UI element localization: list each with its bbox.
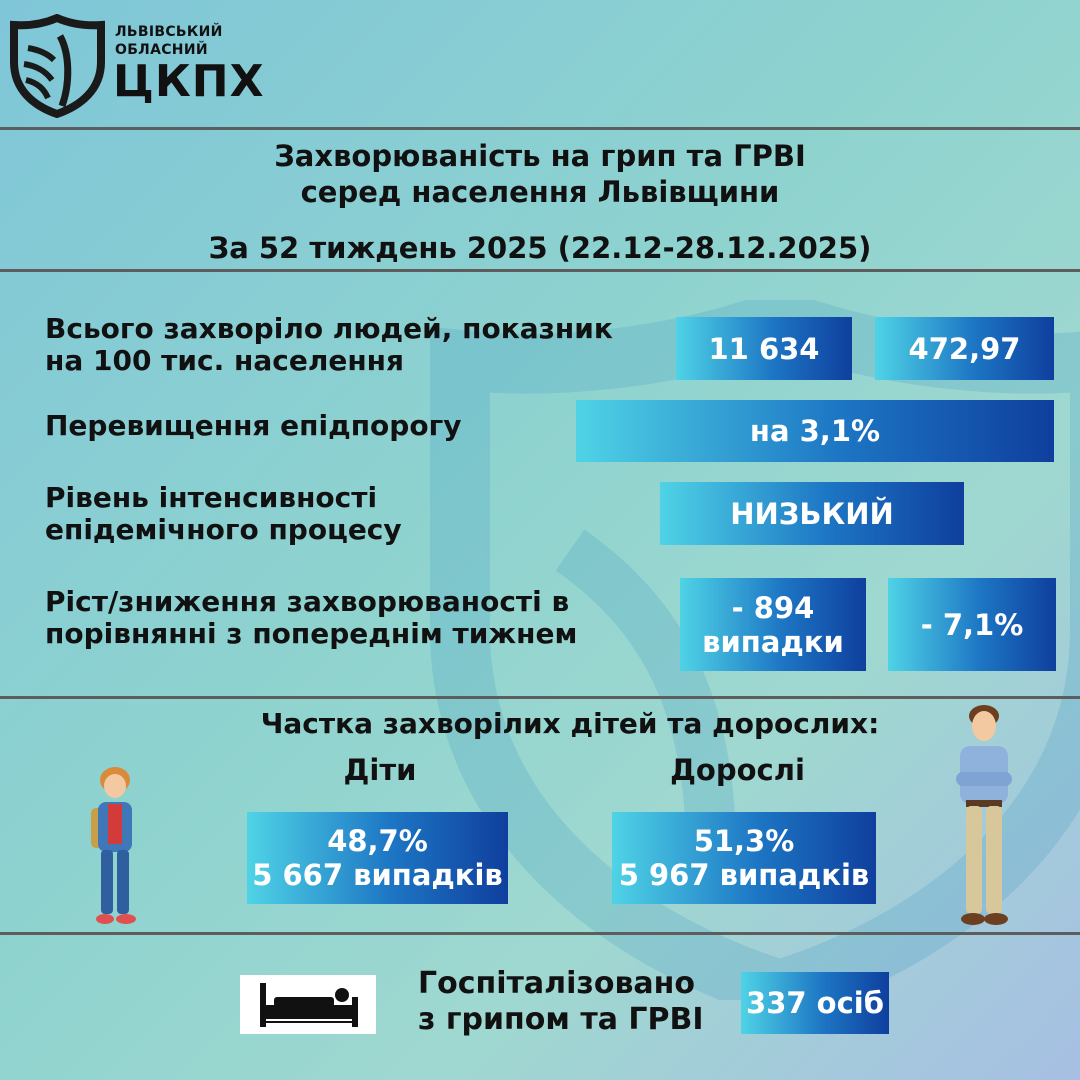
- threshold-label: Перевищення епідпорогу: [45, 409, 462, 442]
- page-title-line2: серед населення Львівщини: [300, 175, 780, 209]
- share-title: Частка захворілих дітей та дорослих:: [260, 707, 880, 740]
- change-cases-line2: випадки: [702, 624, 844, 659]
- logo-line2: ОБЛАСНИЙ: [115, 42, 208, 58]
- children-percent: 48,7%: [327, 824, 428, 858]
- intensity-value: НИЗЬКИЙ: [730, 496, 894, 531]
- page-period: За 52 тиждень 2025 (22.12-28.12.2025): [208, 231, 872, 265]
- intensity-box: НИЗЬКИЙ: [660, 482, 964, 545]
- children-cases: 5 667 випадків: [252, 858, 503, 892]
- hospital-bed-panel: [240, 975, 376, 1034]
- logo-line1: ЛЬВІВСЬКИЙ: [115, 24, 223, 40]
- total-rate: 472,97: [908, 331, 1021, 366]
- intensity-label-line1: Рівень інтенсивності: [45, 481, 378, 514]
- hospital-label-line2: з грипом та ГРВІ: [418, 1002, 704, 1037]
- adult-figure-icon: [956, 705, 1012, 925]
- divider: [0, 696, 1080, 699]
- hospital-label-line1: Госпіталізовано: [418, 966, 696, 1001]
- change-label-line1: Ріст/зниження захворюваності в: [45, 585, 570, 618]
- change-percent: - 7,1%: [920, 607, 1024, 642]
- total-count-box: 11 634: [676, 317, 852, 380]
- adults-cases: 5 967 випадків: [618, 858, 870, 892]
- total-label-line2: на 100 тис. населення: [45, 344, 405, 377]
- children-box: 48,7% 5 667 випадків: [247, 812, 508, 904]
- divider: [0, 127, 1080, 130]
- child-figure-icon: [91, 767, 136, 924]
- total-count: 11 634: [708, 331, 820, 366]
- adults-percent: 51,3%: [693, 824, 795, 858]
- threshold-box: на 3,1%: [576, 400, 1054, 462]
- hospital-bed-icon: [260, 983, 358, 1027]
- hospital-box: 337 осіб: [741, 972, 889, 1034]
- shield-logo-icon: [10, 14, 105, 118]
- total-rate-box: 472,97: [875, 317, 1054, 380]
- divider: [0, 269, 1080, 272]
- adults-label: Дорослі: [670, 753, 805, 787]
- hospital-value: 337 осіб: [746, 986, 884, 1020]
- page-title-line1: Захворюваність на грип та ГРВІ: [274, 139, 806, 173]
- threshold-value: на 3,1%: [749, 414, 881, 448]
- change-label-line2: порівнянні з попереднім тижнем: [45, 617, 578, 650]
- change-cases-line1: - 894: [731, 590, 815, 625]
- change-cases-box: - 894 випадки: [680, 578, 866, 671]
- intensity-label-line2: епідемічного процесу: [45, 513, 402, 546]
- children-label: Діти: [343, 753, 417, 787]
- adults-box: 51,3% 5 967 випадків: [612, 812, 876, 904]
- divider: [0, 932, 1080, 935]
- logo-name: ЦКПХ: [113, 56, 265, 107]
- change-percent-box: - 7,1%: [888, 578, 1056, 671]
- total-label-line1: Всього захворіло людей, показник: [45, 312, 613, 345]
